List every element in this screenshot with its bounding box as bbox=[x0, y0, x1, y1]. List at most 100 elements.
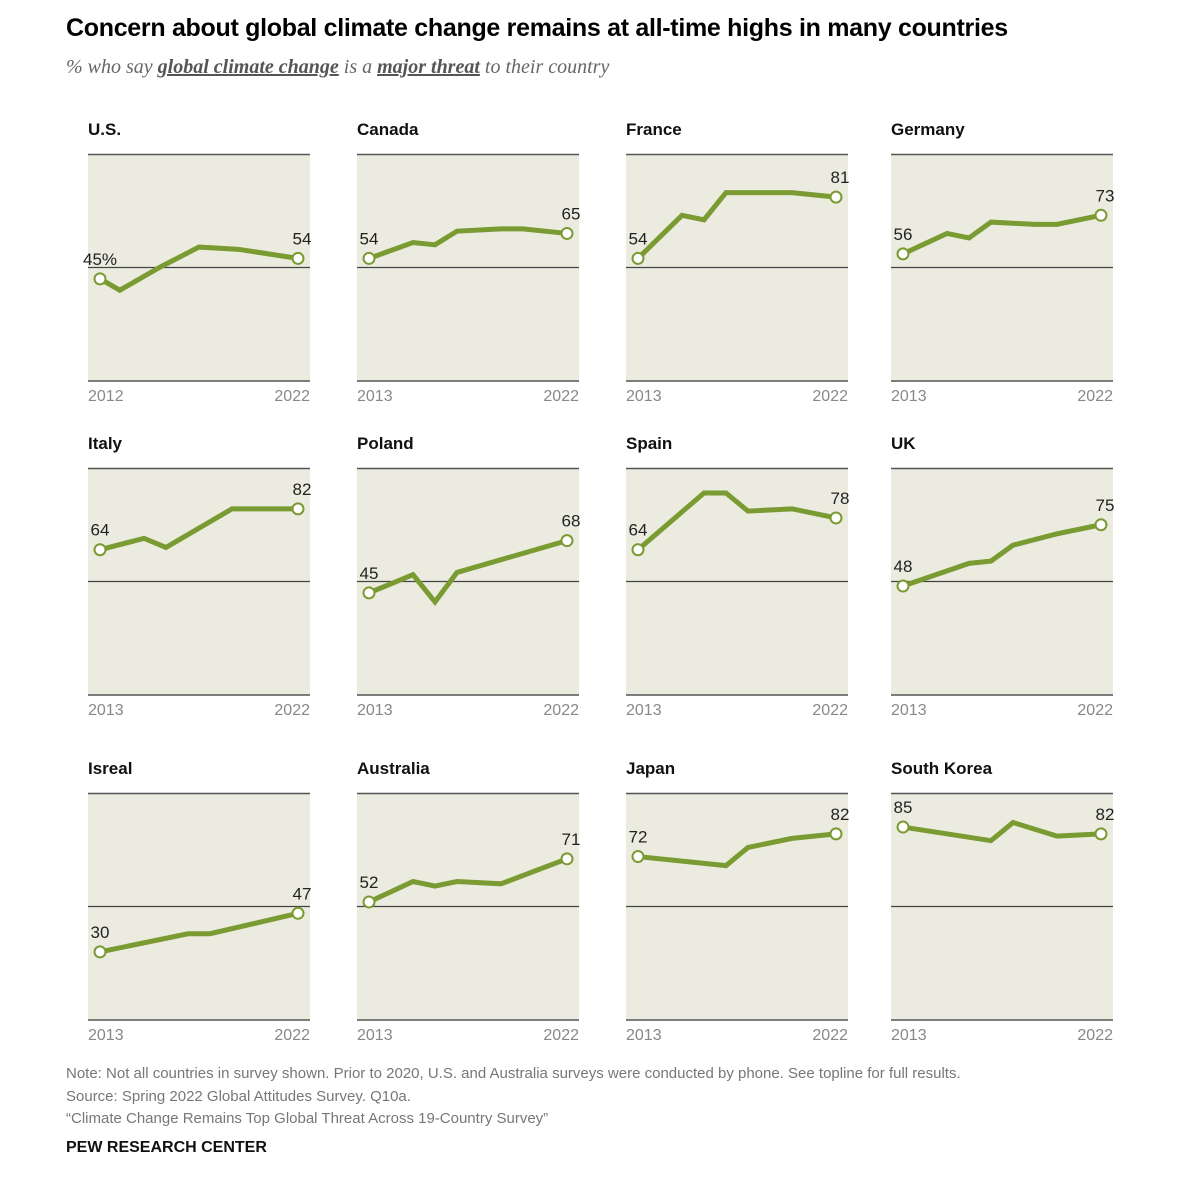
series-line bbox=[99, 910, 299, 955]
start-value-label: 64 bbox=[629, 521, 648, 540]
start-value-label: 85 bbox=[894, 798, 913, 817]
x-tick-label-start: 2013 bbox=[626, 702, 662, 719]
panel-chart-germany: 56 73 2013 2022 bbox=[891, 153, 1115, 405]
panel-title-poland: Poland bbox=[357, 434, 414, 453]
start-point bbox=[362, 586, 376, 600]
series-line bbox=[901, 212, 1102, 257]
start-value-label: 56 bbox=[894, 225, 913, 244]
x-tick-label-end: 2022 bbox=[274, 388, 310, 405]
start-point bbox=[631, 543, 645, 557]
end-point bbox=[291, 251, 305, 265]
panel-title-japan: Japan bbox=[626, 759, 676, 778]
chart-title: Concern about global climate change rema… bbox=[66, 14, 1008, 42]
end-value-label: 47 bbox=[293, 884, 312, 903]
subtitle-text: % who say bbox=[66, 56, 158, 78]
x-tick-label-start: 2012 bbox=[88, 388, 124, 405]
start-value-label: 52 bbox=[360, 873, 379, 892]
series-line bbox=[902, 522, 1102, 589]
start-value-label: 30 bbox=[91, 923, 110, 942]
brand-logo-text: PEW RESEARCH CENTER bbox=[66, 1139, 267, 1156]
subtitle-text: to their country bbox=[479, 56, 610, 78]
end-value-label: 75 bbox=[1096, 496, 1115, 515]
panel-title-australia: Australia bbox=[357, 759, 430, 778]
x-tick-label-start: 2013 bbox=[891, 388, 927, 405]
start-value-label: 45% bbox=[83, 250, 117, 269]
panel-title-u-s: U.S. bbox=[88, 120, 122, 139]
panel-chart-poland: 45 68 2013 2022 bbox=[357, 467, 581, 719]
end-value-label: 82 bbox=[831, 805, 850, 824]
panel-title-isreal: Isreal bbox=[88, 759, 133, 778]
panel-chart-spain: 64 78 2013 2022 bbox=[626, 467, 850, 719]
x-tick-label-end: 2022 bbox=[1077, 702, 1113, 719]
x-tick-label-start: 2013 bbox=[891, 1027, 927, 1044]
series-line bbox=[637, 831, 837, 869]
x-tick-label-start: 2013 bbox=[357, 388, 393, 405]
footer-notes: Note: Not all countries in survey shown.… bbox=[66, 1063, 961, 1131]
series-line bbox=[99, 506, 298, 553]
end-value-label: 82 bbox=[293, 480, 312, 499]
end-point bbox=[829, 511, 843, 525]
note-text: Note: Not all countries in survey shown.… bbox=[66, 1065, 961, 1082]
panel-chart-canada: 54 65 2013 2022 bbox=[357, 153, 581, 405]
start-point bbox=[93, 945, 107, 959]
subtitle-term-major-threat[interactable]: major threat bbox=[377, 56, 480, 78]
start-point bbox=[631, 850, 645, 864]
x-tick-label-start: 2013 bbox=[88, 702, 124, 719]
end-value-label: 73 bbox=[1096, 186, 1115, 205]
end-point bbox=[560, 226, 574, 240]
series-line bbox=[636, 190, 837, 261]
report-title: “Climate Change Remains Top Global Threa… bbox=[66, 1110, 549, 1127]
x-tick-label-end: 2022 bbox=[543, 702, 579, 719]
panel-chart-japan: 72 82 2013 2022 bbox=[626, 792, 850, 1044]
panel-chart-france: 54 81 2013 2022 bbox=[626, 153, 849, 405]
start-value-label: 54 bbox=[360, 229, 379, 248]
end-point bbox=[291, 502, 305, 516]
panel-chart-italy: 64 82 2013 2022 bbox=[88, 467, 312, 719]
start-point bbox=[896, 579, 910, 593]
end-point bbox=[560, 852, 574, 866]
end-value-label: 65 bbox=[562, 204, 581, 223]
x-tick-label-start: 2013 bbox=[88, 1027, 124, 1044]
panel-title-uk: UK bbox=[891, 434, 916, 453]
panel-chart-u-s: 45% 54 2012 2022 bbox=[83, 153, 312, 405]
start-value-label: 64 bbox=[91, 521, 110, 540]
panel-chart-australia: 52 71 2013 2022 bbox=[357, 792, 581, 1044]
start-point bbox=[362, 895, 376, 909]
end-point bbox=[829, 190, 843, 204]
start-point bbox=[93, 272, 107, 286]
end-value-label: 54 bbox=[293, 229, 312, 248]
series-line bbox=[368, 538, 568, 607]
x-tick-label-end: 2022 bbox=[812, 388, 848, 405]
x-tick-label-end: 2022 bbox=[543, 1027, 579, 1044]
panel-chart-south-korea: 85 82 2013 2022 bbox=[891, 792, 1115, 1044]
panel-title-france: France bbox=[626, 120, 682, 139]
panel-chart-isreal: 30 47 2013 2022 bbox=[88, 792, 312, 1044]
end-value-label: 68 bbox=[562, 512, 581, 531]
subtitle-term-climate-change[interactable]: global climate change bbox=[157, 56, 339, 78]
subtitle-text: is a bbox=[338, 56, 378, 78]
start-point bbox=[896, 820, 910, 834]
x-tick-label-start: 2013 bbox=[357, 1027, 393, 1044]
panel-title-south-korea: South Korea bbox=[891, 759, 993, 778]
x-tick-label-end: 2022 bbox=[274, 1027, 310, 1044]
x-tick-label-end: 2022 bbox=[812, 1027, 848, 1044]
start-point bbox=[93, 543, 107, 557]
end-point bbox=[291, 906, 305, 920]
series-line bbox=[367, 856, 568, 905]
x-tick-label-end: 2022 bbox=[1077, 1027, 1113, 1044]
series-line bbox=[636, 490, 837, 552]
end-point bbox=[1094, 208, 1108, 222]
end-value-label: 71 bbox=[562, 830, 581, 849]
start-value-label: 72 bbox=[629, 828, 648, 847]
x-tick-label-end: 2022 bbox=[543, 388, 579, 405]
end-point bbox=[829, 827, 843, 841]
end-value-label: 82 bbox=[1096, 805, 1115, 824]
series-line bbox=[98, 244, 299, 294]
start-point bbox=[896, 247, 910, 261]
x-tick-label-end: 2022 bbox=[812, 702, 848, 719]
x-tick-label-start: 2013 bbox=[357, 702, 393, 719]
series-line bbox=[902, 819, 1102, 844]
end-value-label: 78 bbox=[831, 489, 850, 508]
x-tick-label-end: 2022 bbox=[274, 702, 310, 719]
chart-subtitle: % who say global climate change is a maj… bbox=[66, 56, 609, 79]
